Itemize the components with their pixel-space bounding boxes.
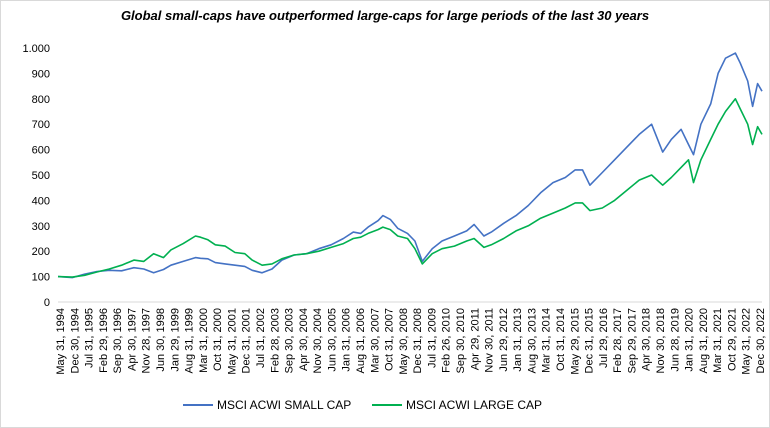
x-tick-label: Mar 31, 2014	[541, 308, 553, 373]
y-tick-label: 700	[32, 119, 50, 131]
legend-label: MSCI ACWI SMALL CAP	[217, 398, 351, 412]
x-tick-label: Feb 26, 2010	[441, 308, 453, 373]
x-tick-label: Nov 30, 2018	[655, 308, 667, 373]
y-tick-label: 0	[44, 297, 50, 309]
x-tick-label: Oct 29, 2021	[726, 308, 738, 371]
x-tick-label: Jul 31, 2002	[255, 308, 267, 368]
x-tick-label: Dec 31, 2008	[412, 308, 424, 373]
x-tick-label: Sep 30, 1996	[112, 308, 124, 373]
x-tick-label: Apr 30, 1997	[126, 308, 138, 371]
x-tick-label: Feb 28, 2003	[269, 308, 281, 373]
x-tick-label: Jul 31, 1995	[84, 308, 96, 368]
x-tick-label: Jun 28, 2019	[669, 308, 681, 372]
x-axis: May 31, 1994 Dec 30, 1994 Jul 31, 1995 Feb …	[55, 301, 767, 375]
x-tick-label: Apr 29, 2011	[469, 308, 481, 370]
x-tick-label: Sep 29, 2017	[626, 308, 638, 373]
x-tick-label: Feb 29, 1996	[98, 308, 110, 373]
y-tick-label: 500	[32, 170, 50, 182]
y-tick-label: 100	[32, 272, 50, 284]
y-tick-label: 900	[32, 68, 50, 80]
x-tick-label: Aug 31, 2006	[355, 308, 367, 373]
y-tick-label: 600	[32, 145, 50, 157]
x-tick-label: Jun 29, 2012	[498, 308, 510, 372]
x-tick-label: May 31, 2001	[226, 308, 238, 375]
y-tick-label: 400	[32, 195, 50, 207]
x-tick-label: Nov 30, 2004	[312, 308, 324, 373]
x-tick-label: Apr 30, 2004	[298, 308, 310, 371]
x-tick-label: Jan 29, 1999	[169, 308, 181, 372]
y-tick-label: 800	[32, 94, 50, 106]
x-tick-label: Oct 31, 2007	[384, 308, 396, 371]
x-tick-label: May 29, 2015	[569, 308, 581, 375]
legend-label: MSCI ACWI LARGE CAP	[406, 398, 542, 412]
x-tick-label: Jul 31, 2009	[426, 308, 438, 368]
x-tick-label: Jul 29, 2016	[598, 308, 610, 368]
x-tick-label: Jan 31, 2013	[512, 308, 524, 372]
x-tick-label: May 31, 1994	[55, 308, 67, 375]
x-tick-label: Mar 31, 2021	[712, 308, 724, 373]
x-tick-label: Jun 30, 1998	[155, 308, 167, 372]
x-tick-label: May 31, 2022	[741, 308, 753, 375]
y-tick-label: 1.000	[22, 43, 50, 55]
y-tick-label: 300	[32, 221, 50, 233]
x-tick-label: Aug 31, 2020	[698, 308, 710, 373]
x-tick-label: Oct 31, 2014	[555, 308, 567, 371]
y-axis: 0 100 200 300 400 500 600 700 800 900 1.000	[22, 43, 50, 309]
x-tick-label: Aug 31, 1999	[184, 308, 196, 373]
x-tick-label: Nov 30, 2011	[484, 308, 496, 373]
x-tick-label: Aug 30, 2013	[526, 308, 538, 373]
x-tick-label: Apr 30, 2018	[641, 308, 653, 371]
x-tick-label: Nov 28, 1997	[141, 308, 153, 373]
legend: MSCI ACWI SMALL CAP MSCI ACWI LARGE CAP	[183, 398, 542, 412]
x-tick-label: Dec 30, 2022	[755, 308, 767, 373]
y-tick-label: 200	[32, 246, 50, 258]
x-tick-label: Dec 30, 1994	[69, 308, 81, 373]
x-tick-label: Jun 30, 2005	[326, 308, 338, 372]
x-tick-label: Dec 31, 2015	[584, 308, 596, 373]
x-tick-label: Dec 31, 2001	[241, 308, 253, 373]
x-tick-label: Oct 31, 2000	[212, 308, 224, 371]
x-tick-label: Sep 30, 2010	[455, 308, 467, 373]
x-tick-label: May 30, 2008	[398, 308, 410, 375]
series-line-msci-acwi-small-cap	[57, 52, 763, 279]
x-tick-label: Jan 31, 2020	[684, 308, 696, 372]
x-tick-label: Sep 30, 2003	[284, 308, 296, 373]
x-tick-label: Feb 28, 2017	[612, 308, 624, 373]
series-line-msci-acwi-large-cap	[57, 98, 763, 278]
x-tick-label: Mar 31, 2000	[198, 308, 210, 373]
series-layer	[57, 52, 763, 279]
x-tick-label: Jan 31, 2006	[341, 308, 353, 372]
chart-title: Global small-caps have outperformed larg…	[120, 8, 650, 23]
x-tick-label: Mar 30, 2007	[369, 308, 381, 373]
